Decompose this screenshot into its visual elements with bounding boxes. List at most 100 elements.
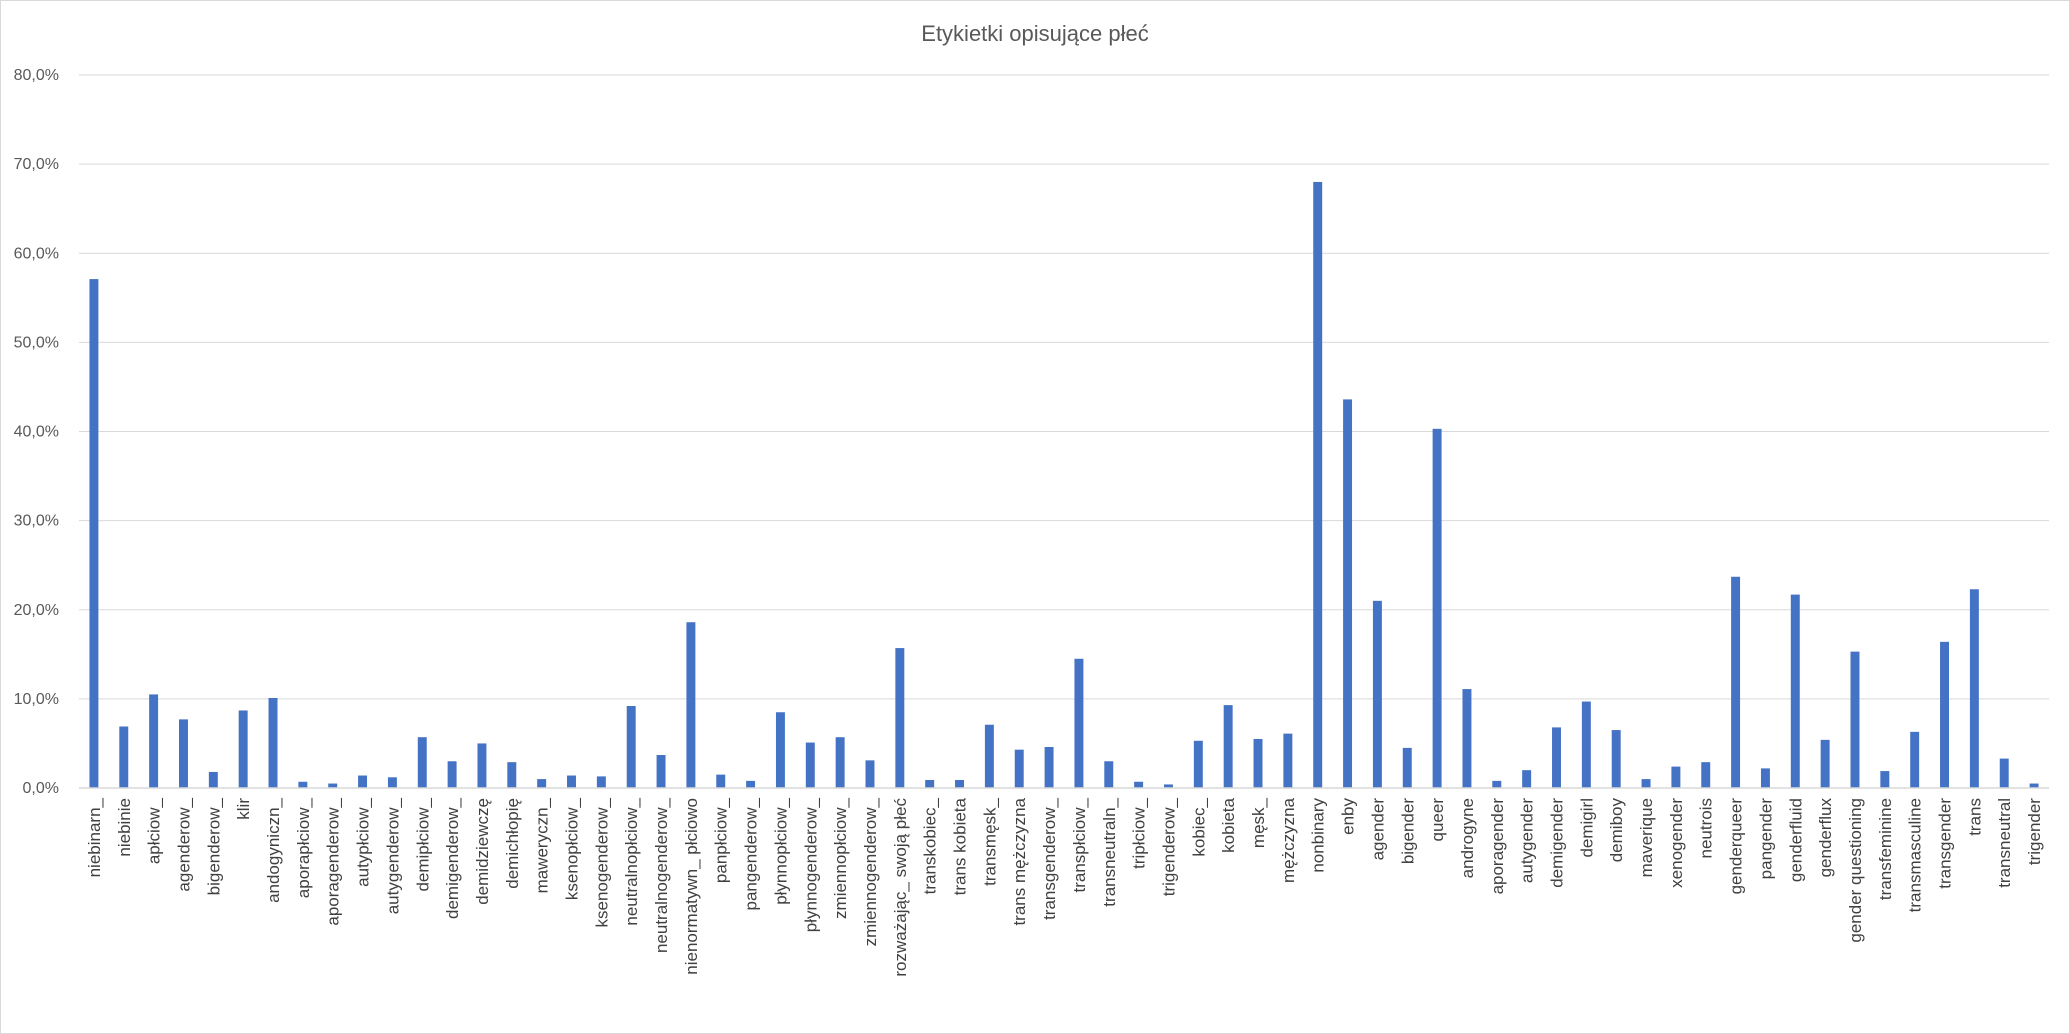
bar xyxy=(1820,739,1830,788)
x-tick-label: aporagender xyxy=(1488,798,1507,895)
bar xyxy=(1163,784,1173,788)
bar xyxy=(1790,594,1800,788)
bar xyxy=(238,710,248,788)
x-tick-label: demiboy xyxy=(1607,798,1626,863)
bar xyxy=(1044,747,1054,788)
x-tick-label: płynnopłciow_ xyxy=(771,797,790,904)
y-tick-label: 50,0% xyxy=(14,334,59,351)
x-tick-label: neutralnopłciow_ xyxy=(622,797,641,925)
x-tick-label: maverique xyxy=(1637,798,1656,877)
bar xyxy=(328,783,338,788)
x-tick-label: ksenogenderow_ xyxy=(592,797,611,927)
x-tick-label: niebinarn_ xyxy=(85,797,104,877)
x-tick-label: gender questioning xyxy=(1846,798,1865,943)
x-tick-label: pangender xyxy=(1756,798,1775,880)
bar xyxy=(1193,740,1203,788)
x-tick-label: neutrois xyxy=(1697,798,1716,858)
bar xyxy=(1671,766,1681,788)
x-tick-label: nienormatywn_ płciowo xyxy=(682,798,701,975)
x-tick-label: mężczyzna xyxy=(1279,797,1298,883)
x-tick-label: niebinie xyxy=(115,798,134,857)
x-tick-label: autygender xyxy=(1518,798,1537,883)
bar xyxy=(1581,701,1591,788)
y-tick-label: 70,0% xyxy=(14,156,59,173)
bar xyxy=(1372,600,1382,788)
bar xyxy=(1074,658,1084,788)
bar xyxy=(1850,651,1860,788)
bar xyxy=(1104,761,1114,788)
bar xyxy=(1969,589,1979,788)
bar xyxy=(746,780,756,788)
x-tick-label: demipłciow_ xyxy=(413,797,432,891)
bar xyxy=(537,779,547,788)
x-tick-label: trigenderow_ xyxy=(1159,797,1178,896)
x-tick-label: aporapłciow_ xyxy=(294,797,313,898)
y-tick-label: 40,0% xyxy=(14,424,59,441)
bar xyxy=(1910,731,1920,788)
x-tick-label: rozważając_ swoją płeć xyxy=(891,798,910,977)
y-tick-label: 30,0% xyxy=(14,513,59,530)
x-tick-label: panpłciow_ xyxy=(712,797,731,883)
x-tick-label: transkobiec_ xyxy=(921,797,940,894)
x-tick-label: agender xyxy=(1368,798,1387,861)
x-tick-label: zmiennogenderow_ xyxy=(861,797,880,946)
x-tick-label: trans mężczyzna xyxy=(1010,797,1029,925)
x-tick-label: genderqueer xyxy=(1727,798,1746,895)
bar xyxy=(1641,779,1651,788)
x-tick-label: androgyne xyxy=(1458,798,1477,878)
x-tick-label: demigirl xyxy=(1577,798,1596,858)
bar xyxy=(1522,770,1532,788)
bar xyxy=(1552,727,1561,788)
x-tick-label: transneutraln_ xyxy=(1100,797,1119,906)
x-tick-label: trigender xyxy=(2025,798,2044,865)
bar xyxy=(1432,428,1442,788)
bar xyxy=(1701,762,1711,788)
x-tick-label: trans kobieta xyxy=(951,797,970,895)
x-tick-label: transpłciow_ xyxy=(1070,797,1089,892)
x-tick-label: demidziewczę xyxy=(473,798,492,905)
bar xyxy=(1880,771,1890,788)
bar xyxy=(2029,783,2039,788)
bar xyxy=(1760,768,1770,788)
bar xyxy=(89,279,99,788)
x-tick-label: płynnogenderow_ xyxy=(801,797,820,932)
gridlines xyxy=(79,74,2049,700)
y-tick-label: 60,0% xyxy=(14,245,59,262)
x-tick-label: agenderow_ xyxy=(174,797,193,891)
chart-title: Etykietki opisujące płeć xyxy=(921,21,1148,46)
bar xyxy=(417,737,427,788)
bar xyxy=(656,755,666,788)
bar xyxy=(686,622,696,788)
y-tick-label: 10,0% xyxy=(14,691,59,708)
x-tick-label: xenogender xyxy=(1667,798,1686,888)
x-tick-label: demigender xyxy=(1548,798,1567,888)
bar xyxy=(507,762,517,788)
bar xyxy=(1223,705,1233,788)
x-tick-label: zmiennopłciow_ xyxy=(831,797,850,918)
bar xyxy=(835,737,845,788)
y-tick-label: 20,0% xyxy=(14,602,59,619)
x-tick-label: bigender xyxy=(1398,798,1417,865)
bar xyxy=(1462,689,1472,788)
bar xyxy=(1283,733,1293,788)
x-tick-label: transgender xyxy=(1936,798,1955,889)
x-tick-label: transgenderow_ xyxy=(1040,797,1059,919)
x-tick-label: queer xyxy=(1428,798,1447,842)
bar xyxy=(1313,181,1323,788)
bars xyxy=(89,181,2039,788)
bar xyxy=(925,779,935,788)
x-tick-label: genderflux xyxy=(1816,798,1835,878)
bar xyxy=(984,724,994,788)
bar xyxy=(805,742,815,788)
y-tick-label: 0,0% xyxy=(23,780,59,797)
bar xyxy=(1940,641,1950,788)
bar xyxy=(447,761,457,788)
bar xyxy=(626,706,636,788)
bar xyxy=(775,712,785,788)
y-tick-label: 80,0% xyxy=(14,67,59,84)
bar xyxy=(298,781,308,788)
bar xyxy=(477,743,487,788)
bar xyxy=(358,775,368,788)
